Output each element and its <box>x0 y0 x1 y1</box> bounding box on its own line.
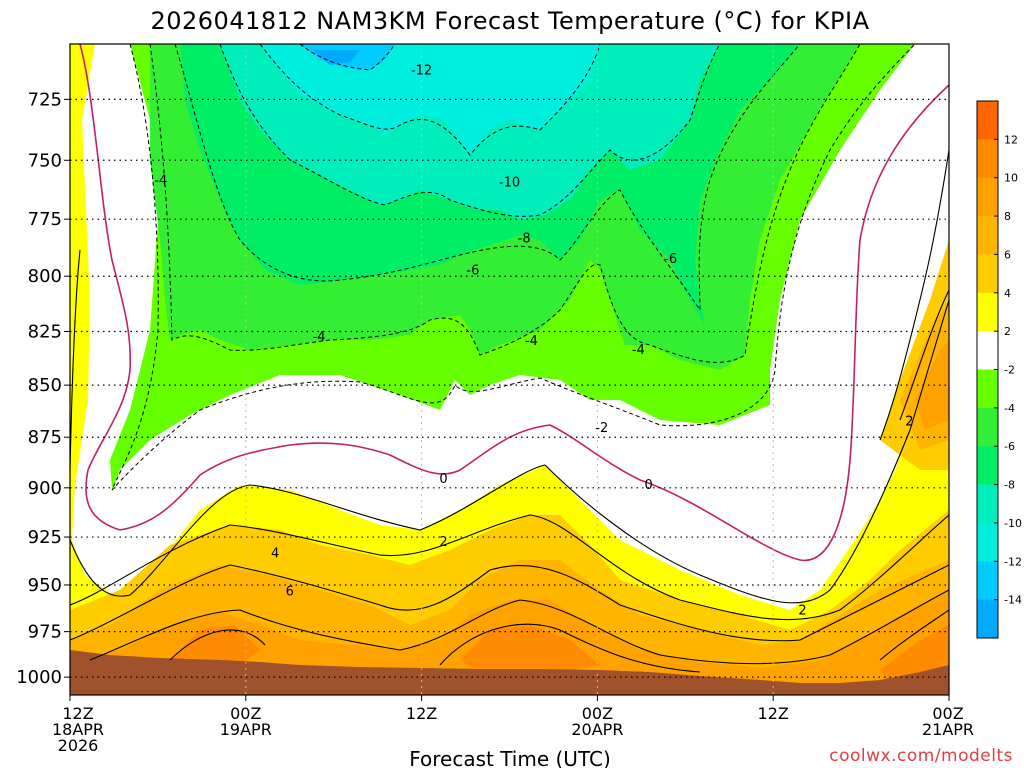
colorbar-swatch <box>977 446 998 486</box>
contour-label: -4 <box>313 330 326 345</box>
contour-label: -2 <box>595 421 608 436</box>
colorbar-swatch <box>977 407 998 447</box>
colorbar-label: 8 <box>1004 210 1011 223</box>
x-tick-label: 21APR <box>922 720 974 739</box>
chart-title: 2026041812 NAM3KM Forecast Temperature (… <box>150 7 869 35</box>
ground <box>70 650 949 695</box>
x-tick-label: 00Z <box>230 704 261 723</box>
x-tick-label: 00Z <box>582 704 613 723</box>
y-tick-label: 950 <box>28 575 62 596</box>
credit-text: coolwx.com/modelts <box>829 746 1013 766</box>
colorbar-label: 4 <box>1004 287 1011 300</box>
colorbar-label: -12 <box>1004 555 1022 568</box>
x-tick-label: 12Z <box>62 704 93 723</box>
band-2-4 <box>70 44 949 695</box>
colorbar-label: -2 <box>1004 364 1015 377</box>
x-tick-label: 00Z <box>932 704 963 723</box>
band-minus12-minus10 <box>260 44 600 155</box>
colorbar-swatch <box>977 101 998 140</box>
contour-label: -6 <box>664 252 677 267</box>
contour-label: 4 <box>271 547 279 562</box>
y-tick-label: 925 <box>28 527 62 548</box>
colorbar-swatch <box>977 561 998 601</box>
y-tick-label: 825 <box>28 322 62 343</box>
colorbar-label: -14 <box>1004 594 1022 607</box>
contour-label: 2 <box>905 415 913 430</box>
colorbar-swatch <box>977 599 998 639</box>
colorbar-swatch <box>977 177 998 217</box>
band-minus2-plus2-mid <box>95 44 949 565</box>
contour-label: -10 <box>499 176 520 191</box>
x-tick-label: 12Z <box>758 704 789 723</box>
contour-zero-left <box>79 44 132 531</box>
colorbar-label: -4 <box>1004 402 1015 415</box>
x-tick-label: 12Z <box>406 704 437 723</box>
x-tick-label: 20APR <box>571 720 623 739</box>
contour-label: -8 <box>518 232 531 247</box>
contour-label: -6 <box>466 263 479 278</box>
y-axis: 725 750 775 800 825 850 875 900 925 950 975 1000 <box>16 89 70 688</box>
colorbar: 12 10 8 6 4 2 -2 -4 -6 -8 -10 -12 -14 <box>976 100 1022 639</box>
band-10-12 <box>170 625 949 695</box>
colorbar-label: -8 <box>1004 479 1015 492</box>
contour-label: -4 <box>632 343 645 358</box>
contour-label: -12 <box>411 63 432 78</box>
x-axis-label: Forecast Time (UTC) <box>409 747 611 768</box>
y-tick-label: 850 <box>28 375 62 396</box>
colorbar-label: 2 <box>1004 325 1011 338</box>
band-6-8 <box>70 300 949 695</box>
y-tick-label: 1000 <box>16 667 62 688</box>
colorbar-swatch <box>977 292 998 332</box>
y-tick-label: 725 <box>28 89 62 110</box>
x-tick-label: 18APR <box>52 720 104 739</box>
y-tick-label: 800 <box>28 266 62 287</box>
y-tick-label: 900 <box>28 478 62 499</box>
contour-label: 0 <box>439 472 447 487</box>
contour-label: -4 <box>154 173 167 188</box>
contour-labels: -12 -10 -8 -6 -6 -4 -4 -4 -4 -2 0 0 2 2 2 4 6 <box>154 63 913 618</box>
colorbar-label: 6 <box>1004 248 1011 261</box>
plot-area <box>70 44 949 695</box>
colorbar-swatch <box>977 216 998 255</box>
y-tick-label: 975 <box>28 622 62 643</box>
colorbar-label: -10 <box>1004 517 1022 530</box>
colorbar-swatch <box>977 369 998 409</box>
y-tick-label: 775 <box>28 209 62 230</box>
band-minus16-minus14 <box>312 50 360 65</box>
colorbar-swatch <box>977 254 998 294</box>
colorbar-swatch <box>977 139 998 179</box>
contour-label: 6 <box>286 585 294 600</box>
colorbar-swatch <box>977 331 998 370</box>
cold-contours <box>111 44 916 491</box>
y-tick-label: 875 <box>28 427 62 448</box>
contour-zero-main <box>119 84 949 562</box>
contour-label: 0 <box>645 478 653 493</box>
colorbar-label: -6 <box>1004 440 1015 453</box>
y-tick-label: 750 <box>28 150 62 171</box>
warm-contours <box>70 149 949 673</box>
plot-frame <box>69 43 950 696</box>
colorbar-label: 12 <box>1004 133 1018 146</box>
colorbar-swatch <box>977 522 998 562</box>
contour-label: -4 <box>525 334 538 349</box>
grid-lines <box>70 44 949 695</box>
contour-label: 2 <box>798 603 806 618</box>
contour-label: 2 <box>439 535 447 550</box>
colorbar-label: 10 <box>1004 172 1018 185</box>
x-tick-label: 2026 <box>58 736 99 755</box>
colorbar-swatch <box>977 484 998 524</box>
x-tick-label: 19APR <box>220 720 272 739</box>
